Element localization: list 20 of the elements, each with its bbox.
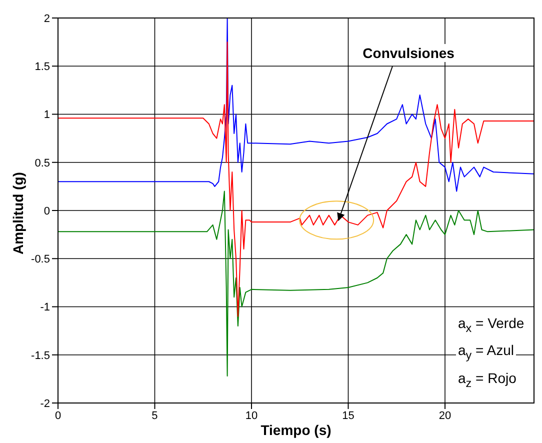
x-tick-label: 10 (245, 410, 258, 422)
y-tick-label: -1 (40, 302, 50, 314)
annotation: Convulsiones (362, 45, 455, 61)
annotation: a$_{x}$ = Verde (457, 314, 526, 334)
y-tick-label: 1.5 (34, 61, 50, 74)
y-tick-label: 0.5 (34, 157, 50, 170)
annotation: a$_{y}$ = Azul (457, 342, 516, 362)
y-tick-label: 0 (44, 205, 50, 218)
y-tick-label: 2 (44, 12, 50, 25)
y-axis-title: Amplitud (g) (10, 172, 26, 254)
x-tick-label: 5 (152, 410, 158, 422)
x-tick-label: 15 (342, 410, 354, 422)
y-tick-label: 1 (44, 109, 50, 122)
y-tick-label: -0.5 (31, 254, 50, 266)
annotation: a$_{z}$ = Rojo (457, 370, 518, 390)
x-axis-title: Tiempo (s) (260, 422, 332, 438)
y-tick-label: -2 (40, 398, 50, 410)
x-tick-label: 20 (438, 410, 452, 422)
y-tick-label: -1.5 (31, 350, 50, 362)
x-tick-label: 0 (54, 410, 62, 422)
